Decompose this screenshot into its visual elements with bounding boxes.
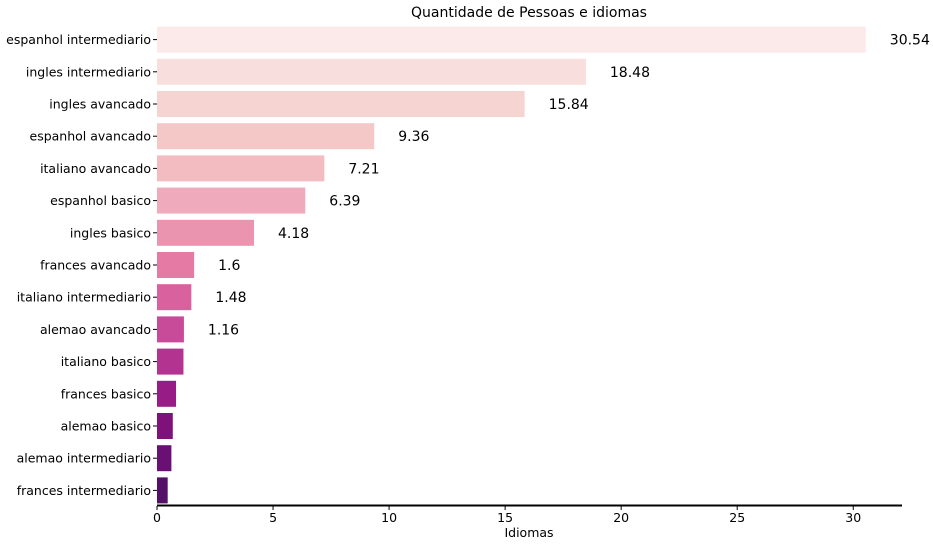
category-label: alemao intermediario xyxy=(17,451,151,466)
bar-frances-basico xyxy=(157,380,177,407)
category-label: espanhol basico xyxy=(50,193,151,208)
bar-ingles-avancado xyxy=(157,91,525,117)
value-label: 7.21 xyxy=(348,161,379,177)
value-label: 15.84 xyxy=(549,97,589,113)
category-label: ingles basico xyxy=(70,225,151,240)
category-label: alemao avancado xyxy=(40,322,151,337)
bar-espanhol-basico xyxy=(157,187,306,214)
value-label: 6.39 xyxy=(329,194,360,210)
bar-alemao-basico xyxy=(157,413,173,439)
chart-title: Quantidade de Pessoas e idiomas xyxy=(411,5,647,21)
bar-ingles-intermediario xyxy=(157,58,586,85)
x-tick-label: 20 xyxy=(613,510,629,525)
category-label: frances basico xyxy=(61,386,151,401)
x-tick-label: 30 xyxy=(845,510,861,525)
bar-espanhol-avancado xyxy=(157,123,375,150)
bar-italiano-avancado xyxy=(157,155,325,182)
category-label: ingles avancado xyxy=(49,97,151,112)
value-label: 4.18 xyxy=(278,226,309,242)
category-label: espanhol intermediario xyxy=(6,32,151,47)
bar-frances-intermediario xyxy=(157,477,168,504)
category-label: frances intermediario xyxy=(17,483,151,498)
bar-alemao-avancado xyxy=(157,316,184,343)
category-label: frances avancado xyxy=(40,258,151,273)
x-tick-label: 10 xyxy=(381,510,397,525)
value-label: 1.48 xyxy=(215,290,246,306)
x-tick-label: 15 xyxy=(497,510,513,525)
x-tick-label: 5 xyxy=(269,510,277,525)
value-labels-group: 30.54 18.48 15.84 9.36 7.21 6.39 4.18 1.6 1.48 1.… xyxy=(208,33,930,339)
x-axis-label: Idiomas xyxy=(504,525,553,540)
bar-italiano-basico xyxy=(157,348,184,375)
value-label: 1.6 xyxy=(218,258,240,274)
bar-ingles-basico xyxy=(157,219,255,246)
value-label: 18.48 xyxy=(610,65,650,81)
x-tick-label: 25 xyxy=(729,510,745,525)
value-label: 30.54 xyxy=(890,33,930,49)
category-labels-group: espanhol intermediario ingles intermediar… xyxy=(6,32,157,498)
value-label: 9.36 xyxy=(398,129,429,145)
category-label: alemao basico xyxy=(61,419,151,434)
bars-group xyxy=(157,26,866,504)
category-label: italiano intermediario xyxy=(17,290,151,305)
category-label: italiano basico xyxy=(61,354,151,369)
bar-italiano-intermediario xyxy=(157,284,192,311)
value-label: 1.16 xyxy=(208,322,239,338)
bar-alemao-intermediario xyxy=(157,445,172,472)
x-tick-label: 0 xyxy=(153,510,161,525)
category-label: ingles intermediario xyxy=(26,64,151,79)
bar-frances-avancado xyxy=(157,252,195,278)
category-label: italiano avancado xyxy=(40,161,151,176)
bar-espanhol-intermediario xyxy=(157,26,866,53)
x-axis: 0 5 10 15 20 25 30 xyxy=(153,504,902,525)
category-label: espanhol avancado xyxy=(30,129,152,144)
